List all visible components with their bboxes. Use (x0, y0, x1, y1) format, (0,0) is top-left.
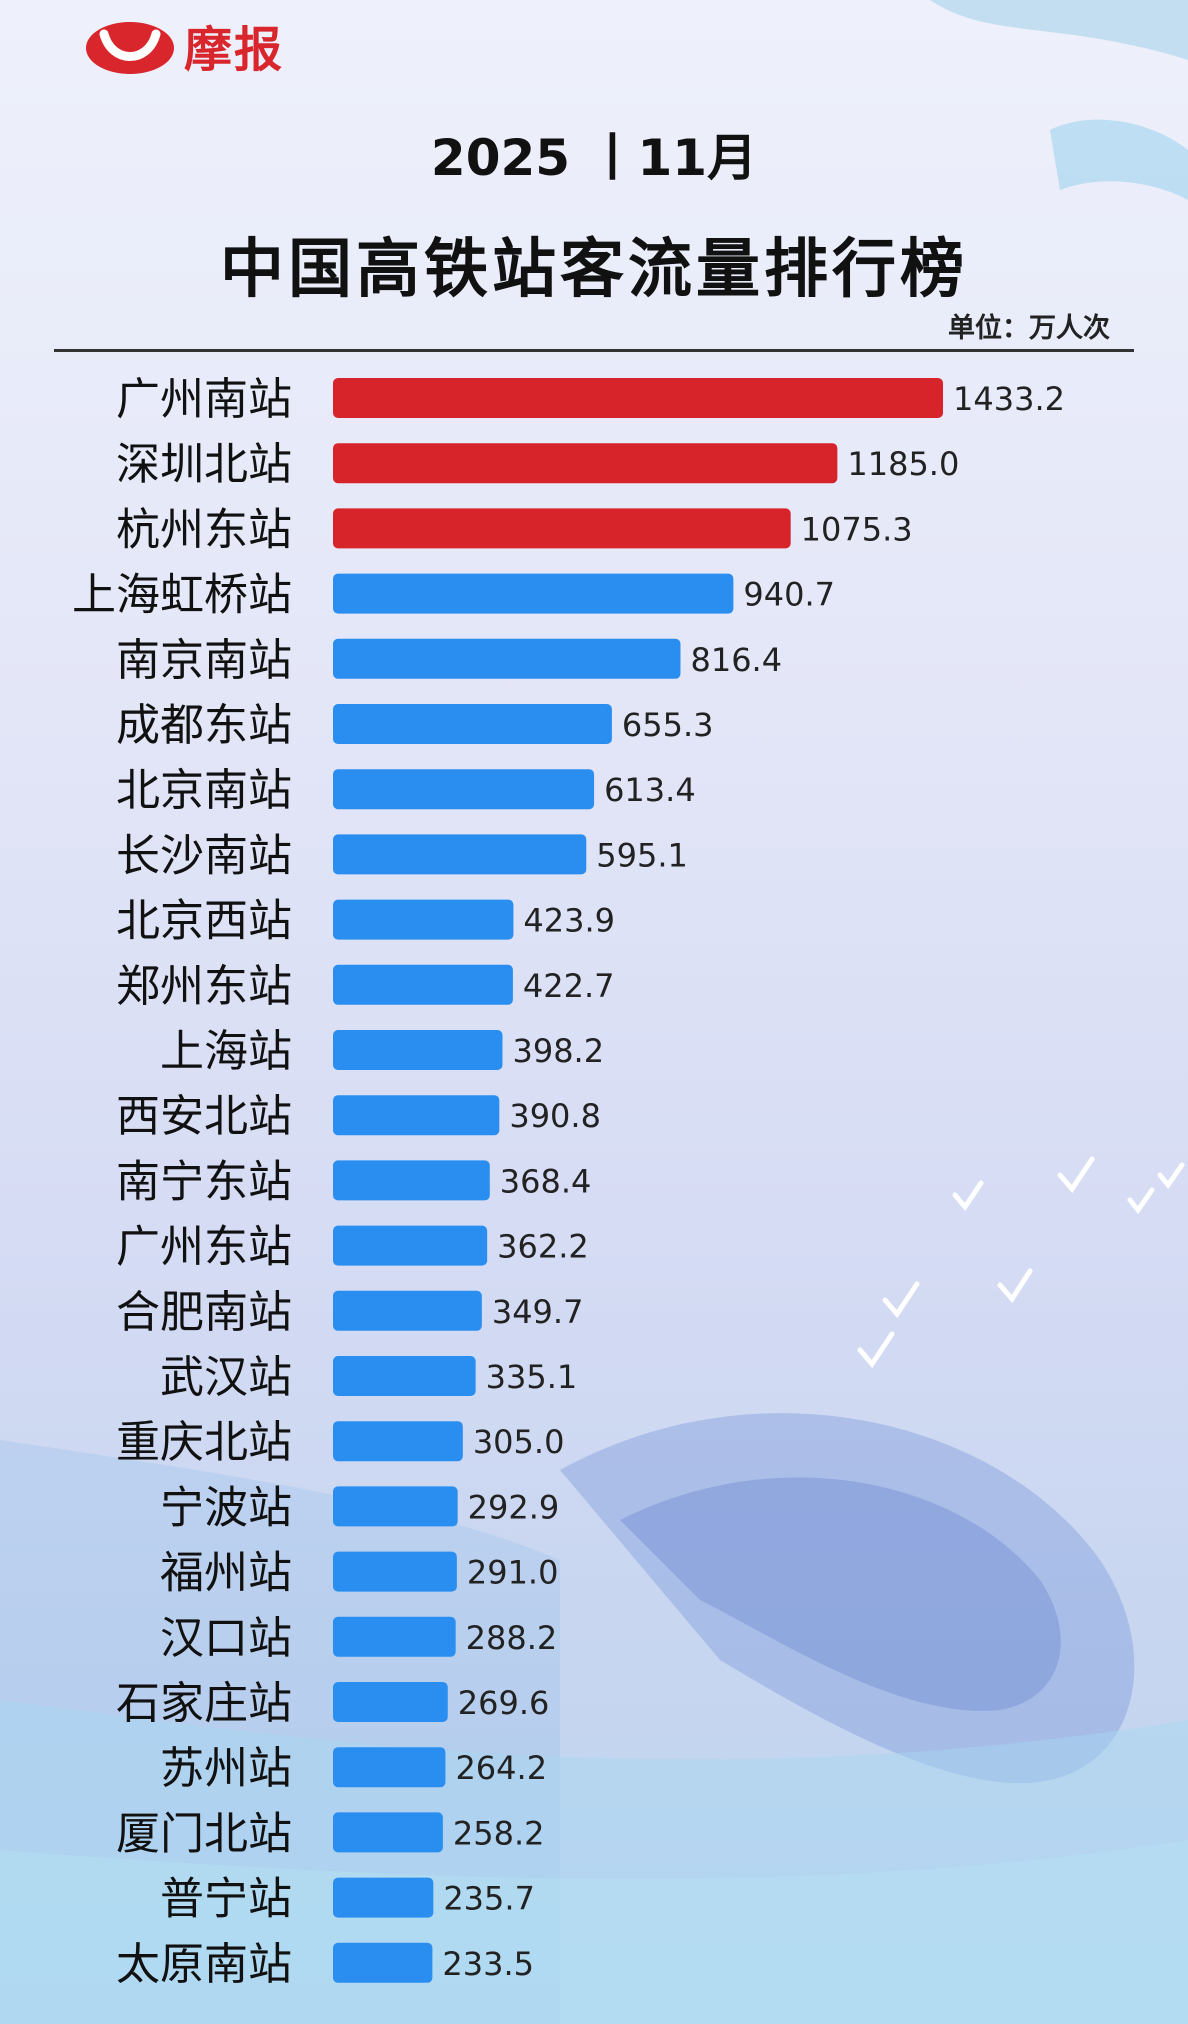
value-label: 423.9 (523, 902, 615, 940)
bar (333, 1160, 490, 1201)
category-label: 太原南站 (116, 1939, 292, 1990)
bar (333, 964, 513, 1005)
value-label: 422.7 (523, 967, 615, 1005)
category-label: 杭州东站 (116, 504, 292, 555)
value-label: 816.4 (690, 641, 782, 679)
value-label: 349.7 (492, 1293, 584, 1331)
value-label: 390.8 (509, 1097, 601, 1135)
value-label: 288.2 (466, 1619, 558, 1657)
value-label: 398.2 (512, 1032, 604, 1070)
value-label: 258.2 (453, 1814, 545, 1852)
bar (333, 1812, 443, 1853)
value-label: 233.5 (442, 1945, 534, 1983)
bar (333, 704, 612, 744)
bar (333, 573, 734, 614)
category-label: 武汉站 (160, 1352, 292, 1403)
category-label: 郑州东站 (116, 961, 292, 1012)
bar (333, 1551, 457, 1592)
value-label: 264.2 (455, 1749, 547, 1787)
bar (333, 1421, 463, 1462)
category-label: 苏州站 (160, 1743, 292, 1794)
bar (333, 1030, 503, 1070)
category-label: 合肥南站 (116, 1287, 292, 1338)
category-label: 汉口站 (160, 1613, 292, 1664)
value-label: 269.6 (458, 1684, 550, 1722)
bar (333, 1877, 434, 1918)
bar (333, 1356, 476, 1396)
category-label: 上海站 (160, 1026, 292, 1077)
category-label: 石家庄站 (116, 1678, 292, 1729)
bar (333, 378, 943, 418)
bar (333, 443, 838, 484)
bar (333, 508, 791, 549)
bar (333, 1942, 433, 1983)
category-label: 宁波站 (160, 1482, 292, 1533)
bar (333, 1682, 448, 1722)
logo-text: 摩报 (184, 22, 285, 78)
bar (333, 1747, 446, 1788)
value-label: 292.9 (468, 1488, 560, 1526)
bar (333, 834, 587, 875)
bird-icons (857, 1156, 1185, 1369)
unit-label: 单位：万人次 (948, 313, 1110, 344)
category-label: 普宁站 (160, 1874, 292, 1925)
category-label: 长沙南站 (116, 830, 292, 881)
bar (333, 1095, 500, 1136)
bar (333, 1290, 482, 1331)
category-label: 成都东站 (116, 700, 292, 751)
value-label: 362.2 (497, 1228, 589, 1266)
value-label: 305.0 (473, 1423, 565, 1461)
chart-subtitle: 2025 丨11月 (430, 129, 758, 187)
value-label: 335.1 (486, 1358, 578, 1396)
category-label: 南京南站 (116, 635, 292, 686)
header-divider (54, 349, 1134, 352)
bar (333, 1486, 458, 1527)
category-label: 重庆北站 (116, 1417, 292, 1468)
category-label: 广州东站 (116, 1222, 292, 1273)
brand-logo: 摩报 (84, 10, 284, 80)
value-label: 291.0 (467, 1554, 559, 1592)
bar (333, 1225, 488, 1266)
bar (333, 638, 681, 679)
bar (333, 769, 595, 810)
value-label: 595.1 (596, 836, 688, 874)
category-label: 上海虹桥站 (72, 570, 292, 621)
category-label: 北京西站 (116, 896, 292, 947)
value-label: 235.7 (443, 1880, 535, 1918)
category-label: 广州南站 (116, 374, 292, 425)
logo-mark-icon (86, 22, 174, 74)
value-label: 655.3 (622, 706, 714, 744)
category-label: 深圳北站 (116, 439, 292, 490)
bar (333, 1616, 456, 1657)
value-label: 368.4 (500, 1162, 592, 1200)
value-label: 1185.0 (847, 445, 959, 483)
value-label: 1433.2 (953, 380, 1065, 418)
category-label: 南宁东站 (116, 1156, 292, 1207)
value-label: 613.4 (604, 771, 696, 809)
category-label: 西安北站 (116, 1091, 292, 1142)
category-label: 福州站 (160, 1548, 292, 1599)
category-label: 厦门北站 (116, 1808, 292, 1859)
bar (333, 899, 514, 940)
chart-title: 中国高铁站客流量排行榜 (220, 233, 968, 307)
category-label: 北京南站 (116, 765, 292, 816)
value-label: 940.7 (743, 576, 835, 614)
value-label: 1075.3 (801, 510, 913, 548)
